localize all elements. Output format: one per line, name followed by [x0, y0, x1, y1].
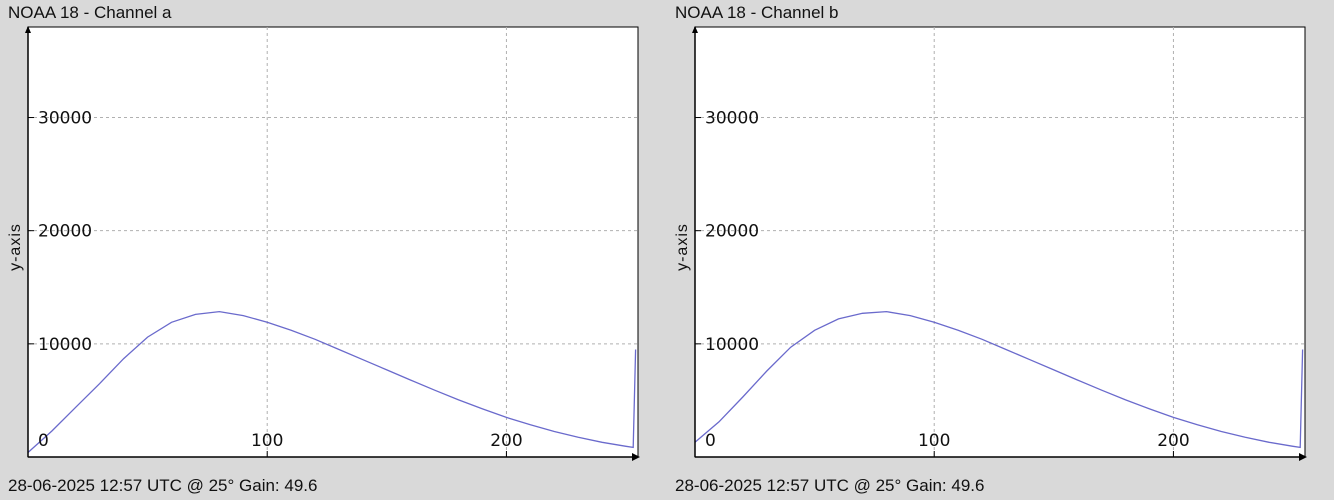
series-line [694, 310, 1304, 449]
series-line [27, 310, 637, 453]
chart-title: NOAA 18 - Channel a [8, 3, 172, 22]
plot-area [694, 26, 1306, 458]
chart-footer: 28-06-2025 12:57 UTC @ 25° Gain: 49.6 [675, 476, 985, 495]
x-tick-label: 0 [38, 431, 49, 451]
chart-panel-a: NOAA 18 - Channel a y-axis 0 100 200 10000 2… [7, 3, 640, 495]
y-tick-label: 10000 [705, 335, 759, 355]
chart-plot-a: 0 100 200 10000 20000 30000 [25, 26, 640, 461]
x-tick-label: 200 [1157, 431, 1189, 451]
chart-plot-b: 0 100 200 10000 20000 30000 [692, 26, 1307, 461]
y-tick-label: 30000 [38, 109, 92, 129]
x-axis-arrow [1299, 453, 1307, 461]
chart-title: NOAA 18 - Channel b [675, 3, 839, 22]
y-axis-arrow [692, 26, 698, 33]
x-axis-arrow [632, 453, 640, 461]
y-tick-label: 30000 [705, 109, 759, 129]
y-axis-arrow [25, 26, 31, 33]
x-tick-label: 100 [918, 431, 950, 451]
x-tick-label: 0 [705, 431, 716, 451]
chart-footer: 28-06-2025 12:57 UTC @ 25° Gain: 49.6 [8, 476, 318, 495]
y-tick-label: 20000 [38, 222, 92, 242]
x-tick-label: 100 [251, 431, 283, 451]
chart-panel-b: NOAA 18 - Channel b y-axis 0 100 200 10000 2… [667, 0, 1334, 500]
plot-area [27, 26, 639, 458]
x-tick-label: 200 [490, 431, 522, 451]
y-tick-label: 20000 [705, 222, 759, 242]
y-tick-label: 10000 [38, 335, 92, 355]
